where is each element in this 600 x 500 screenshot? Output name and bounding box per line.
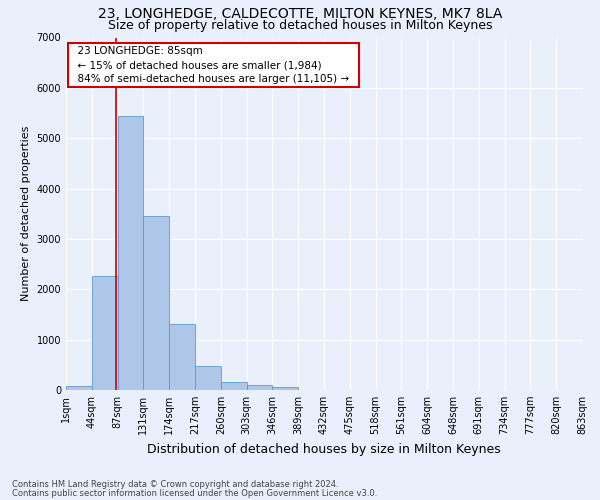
Bar	[195, 366, 221, 390]
Bar	[169, 324, 195, 390]
Text: Contains HM Land Registry data © Crown copyright and database right 2024.: Contains HM Land Registry data © Crown c…	[12, 480, 338, 489]
Bar	[272, 387, 298, 390]
X-axis label: Distribution of detached houses by size in Milton Keynes: Distribution of detached houses by size …	[147, 442, 501, 456]
Y-axis label: Number of detached properties: Number of detached properties	[21, 126, 31, 302]
Bar	[92, 276, 118, 390]
Bar	[221, 382, 247, 390]
Text: Contains public sector information licensed under the Open Government Licence v3: Contains public sector information licen…	[12, 488, 377, 498]
Text: 23 LONGHEDGE: 85sqm
  ← 15% of detached houses are smaller (1,984)
  84% of semi: 23 LONGHEDGE: 85sqm ← 15% of detached ho…	[71, 46, 356, 84]
Text: Size of property relative to detached houses in Milton Keynes: Size of property relative to detached ho…	[108, 18, 492, 32]
Bar	[66, 386, 92, 390]
Bar	[247, 385, 272, 390]
Text: 23, LONGHEDGE, CALDECOTTE, MILTON KEYNES, MK7 8LA: 23, LONGHEDGE, CALDECOTTE, MILTON KEYNES…	[98, 8, 502, 22]
Bar	[143, 216, 169, 390]
Bar	[118, 116, 143, 390]
